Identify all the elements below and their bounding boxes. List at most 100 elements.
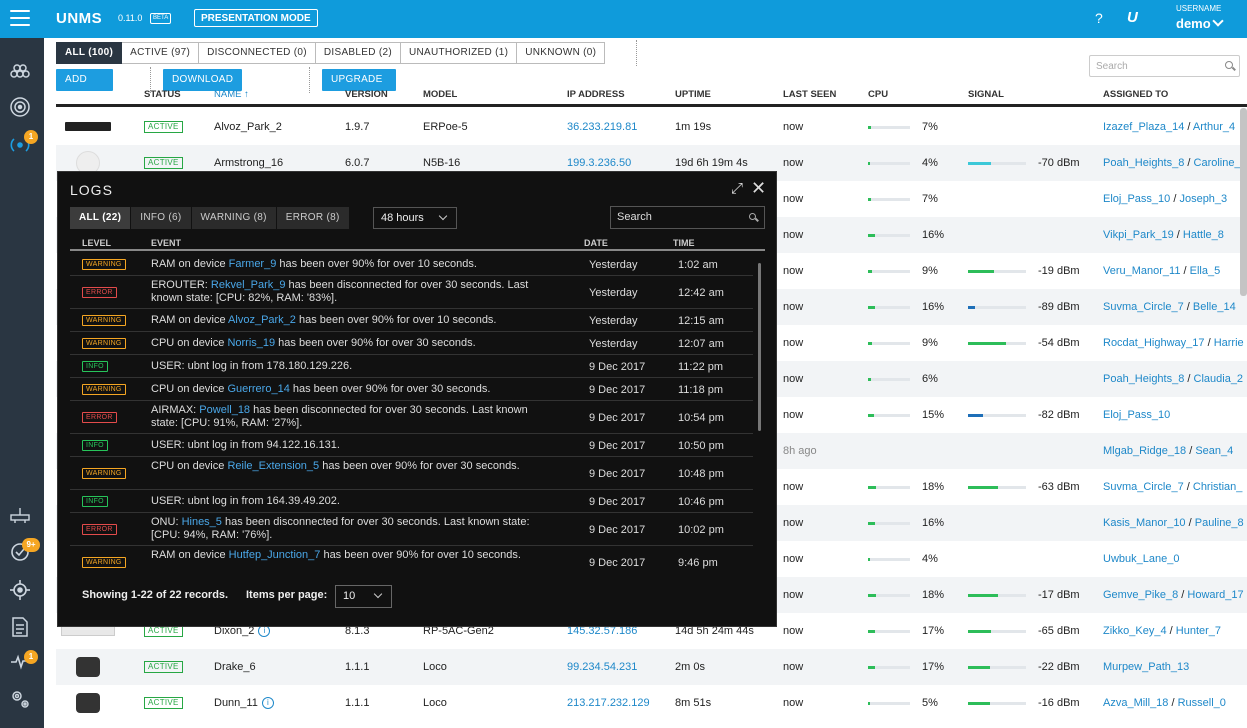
device-name-text[interactable]: Alvoz_Park_2 <box>214 121 282 133</box>
col-assigned[interactable]: ASSIGNED TO <box>1103 89 1169 100</box>
device-ip-link[interactable]: 145.32.57.186 <box>567 625 638 637</box>
col-version[interactable]: VERSION <box>345 89 388 100</box>
add-device-button[interactable]: ADD DEVICE <box>56 69 114 107</box>
assigned-client-link[interactable]: Harrie <box>1213 337 1244 349</box>
log-device-link[interactable]: Guerrero_14 <box>227 383 290 395</box>
table-row[interactable]: now 9% -19 dBm Veru_Manor_11 / Ella_5 <box>56 253 1247 289</box>
col-status[interactable]: STATUS <box>144 89 181 100</box>
log-device-link[interactable]: Farmer_9 <box>228 258 277 270</box>
log-search-input[interactable]: Search <box>610 206 765 229</box>
assigned-site-link[interactable]: Uwbuk_Lane_0 <box>1103 553 1180 565</box>
ubiquiti-logo-icon[interactable]: U <box>1127 9 1138 26</box>
filter-tab-unknown[interactable]: UNKNOWN (0) <box>517 42 606 64</box>
close-icon[interactable]: ✕ <box>751 178 767 198</box>
assigned-site-link[interactable]: Izazef_Plaza_14 <box>1103 121 1185 133</box>
log-device-link[interactable]: Rekvel_Park_9 <box>210 279 286 291</box>
table-row[interactable]: ACTIVE Dunn_11 i 1.1.1 Loco 213.217.232.129 8m… <box>56 685 1247 721</box>
assigned-site-link[interactable]: Vikpi_Park_19 <box>1103 229 1174 241</box>
assigned-client-link[interactable]: Christian_ <box>1192 481 1243 493</box>
device-name[interactable]: Alvoz_Park_2 <box>214 109 282 145</box>
assigned-client-link[interactable]: Pauline_8 <box>1194 517 1244 529</box>
upgrade-firmware-button[interactable]: UPGRADE DEVICES FIRMWARE <box>322 69 397 129</box>
filter-tab-active[interactable]: ACTIVE (97) <box>122 42 200 64</box>
sidebar-logs-icon[interactable] <box>8 616 32 638</box>
assigned-client-link[interactable]: Joseph_3 <box>1179 193 1228 205</box>
col-uptime[interactable]: UPTIME <box>675 89 711 100</box>
assigned-site-link[interactable]: Veru_Manor_11 <box>1103 265 1181 277</box>
col-model[interactable]: MODEL <box>423 89 458 100</box>
sidebar-settings-target-icon[interactable] <box>8 579 32 601</box>
table-row[interactable]: ACTIVE Alvoz_Park_2 1.9.7 ERPoe-5 36.233.219… <box>56 109 1247 145</box>
assigned-client-link[interactable]: Caroline_1 <box>1193 157 1247 169</box>
col-ip[interactable]: IP ADDRESS <box>567 89 625 100</box>
device-name-text[interactable]: Drake_6 <box>214 661 256 673</box>
device-name[interactable]: Armstrong_16 <box>214 145 283 181</box>
assigned-client-link[interactable]: Arthur_4 <box>1192 121 1236 133</box>
hamburger-menu-icon[interactable] <box>10 10 30 26</box>
assigned-site-link[interactable]: Murpew_Path_13 <box>1103 661 1190 673</box>
sidebar-topology-icon[interactable] <box>8 506 32 528</box>
table-row[interactable]: ACTIVE Drake_6 1.1.1 Loco 99.234.54.231 2m 0s… <box>56 649 1247 685</box>
device-ip-link[interactable]: 36.233.219.81 <box>567 121 638 133</box>
assigned-client-link[interactable]: Hunter_7 <box>1175 625 1222 637</box>
assigned-site-link[interactable]: Poah_Heights_8 <box>1103 157 1185 169</box>
assigned-site-link[interactable]: Zikko_Key_4 <box>1103 625 1167 637</box>
filter-tab-unauthorized[interactable]: UNAUTHORIZED (1) <box>400 42 518 64</box>
assigned-site-link[interactable]: Gemve_Pike_8 <box>1103 589 1179 601</box>
sidebar-gear-icon[interactable] <box>8 688 32 710</box>
log-device-link[interactable]: Norris_19 <box>227 337 276 349</box>
time-range-select[interactable]: 48 hours <box>373 207 457 229</box>
table-row[interactable]: now 7% Eloj_Pass_10 / Joseph_3 <box>56 181 1247 217</box>
device-name-text[interactable]: Dixon_2 <box>214 625 255 637</box>
device-name-text[interactable]: Dunn_11 <box>214 697 258 709</box>
username-value[interactable]: demo <box>1176 16 1211 31</box>
col-signal[interactable]: SIGNAL <box>968 89 1004 100</box>
sidebar-endpoints-icon[interactable] <box>8 96 32 118</box>
assigned-client-link[interactable]: Howard_17 <box>1187 589 1244 601</box>
assigned-site-link[interactable]: Rocdat_Highway_17 <box>1103 337 1205 349</box>
col-last-seen[interactable]: LAST SEEN <box>783 89 837 100</box>
assigned-client-link[interactable]: Hattle_8 <box>1182 229 1224 241</box>
assigned-client-link[interactable]: Ella_5 <box>1189 265 1221 277</box>
table-row[interactable]: now 4% Uwbuk_Lane_0 <box>56 541 1247 577</box>
assigned-site-link[interactable]: Mlgab_Ridge_18 <box>1103 445 1187 457</box>
device-ip-link[interactable]: 213.217.232.129 <box>567 697 650 709</box>
log-device-link[interactable]: Reile_Extension_5 <box>227 460 320 472</box>
assigned-client-link[interactable]: Sean_4 <box>1195 445 1234 457</box>
log-tab-warning[interactable]: WARNING (8) <box>191 207 277 229</box>
log-device-link[interactable]: Powell_18 <box>199 404 251 416</box>
assigned-site-link[interactable]: Azva_Mill_18 <box>1103 697 1169 709</box>
items-per-page-select[interactable]: 10 <box>335 585 392 608</box>
log-device-link[interactable]: Hines_5 <box>181 516 222 528</box>
device-ip-link[interactable]: 99.234.54.231 <box>567 661 638 673</box>
table-row[interactable]: ACTIVE Dixon_2 i 8.1.3 RP-5AC-Gen2 145.32.57.… <box>56 613 1247 649</box>
assigned-client-link[interactable]: Claudia_2 <box>1193 373 1244 385</box>
device-ip-link[interactable]: 199.3.236.50 <box>567 157 632 169</box>
table-row[interactable]: now 18% -63 dBm Suvma_Circle_7 / Christian_ <box>56 469 1247 505</box>
device-name[interactable]: Drake_6 <box>214 649 256 685</box>
assigned-site-link[interactable]: Suvma_Circle_7 <box>1103 301 1184 313</box>
filter-tab-all[interactable]: ALL (100) <box>56 42 123 64</box>
assigned-client-link[interactable]: Russell_0 <box>1177 697 1226 709</box>
log-tab-info[interactable]: INFO (6) <box>131 207 192 229</box>
device-name-text[interactable]: Armstrong_16 <box>214 157 284 169</box>
device-name[interactable]: Dunn_11 i <box>214 685 274 721</box>
page-scrollbar[interactable] <box>1240 108 1247 296</box>
col-cpu[interactable]: CPU <box>868 89 889 100</box>
table-row[interactable]: now 9% -54 dBm Rocdat_Highway_17 / Harrie <box>56 325 1247 361</box>
help-icon[interactable]: ? <box>1095 10 1103 26</box>
sidebar-sites-icon[interactable] <box>8 62 32 84</box>
app-logo[interactable]: UNMS <box>56 10 103 27</box>
filter-tab-disabled[interactable]: DISABLED (2) <box>315 42 401 64</box>
sidebar-outages-icon[interactable] <box>8 652 32 674</box>
log-device-link[interactable]: Hutfep_Junction_7 <box>228 549 321 561</box>
assigned-client-link[interactable]: Belle_14 <box>1192 301 1236 313</box>
assigned-site-link[interactable]: Kasis_Manor_10 <box>1103 517 1186 529</box>
sidebar-tasks-icon[interactable] <box>8 541 32 563</box>
device-search-input[interactable]: Search <box>1089 55 1240 77</box>
col-name[interactable]: NAME ↑ <box>214 89 249 100</box>
assigned-site-link[interactable]: Eloj_Pass_10 <box>1103 409 1171 421</box>
expand-icon[interactable]: ⤢ <box>731 180 744 197</box>
presentation-mode-button[interactable]: PRESENTATION MODE <box>194 9 318 27</box>
log-tab-all[interactable]: ALL (22) <box>70 207 132 229</box>
